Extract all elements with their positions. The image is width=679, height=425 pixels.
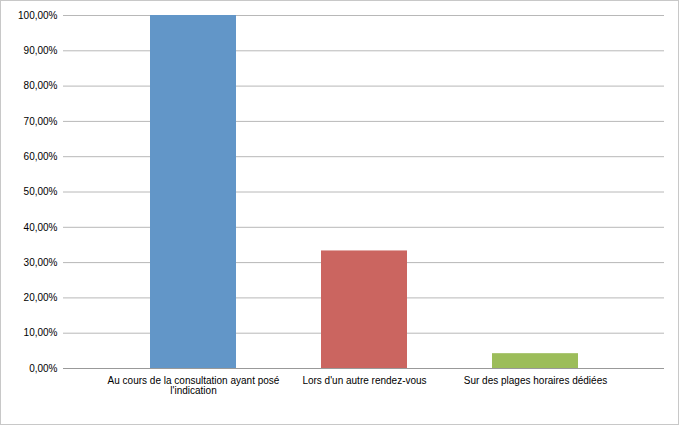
- svg-text:100,00%: 100,00%: [18, 10, 58, 21]
- svg-text:80,00%: 80,00%: [24, 80, 58, 91]
- svg-text:20,00%: 20,00%: [24, 292, 58, 303]
- svg-text:Au cours de la consultation ay: Au cours de la consultation ayant posél'…: [108, 375, 280, 396]
- svg-text:90,00%: 90,00%: [24, 45, 58, 56]
- svg-text:40,00%: 40,00%: [24, 222, 58, 233]
- svg-text:50,00%: 50,00%: [24, 186, 58, 197]
- svg-text:0,00%: 0,00%: [29, 363, 57, 374]
- svg-text:Lors d'un autre rendez-vous: Lors d'un autre rendez-vous: [302, 375, 426, 386]
- svg-text:60,00%: 60,00%: [24, 151, 58, 162]
- svg-text:30,00%: 30,00%: [24, 257, 58, 268]
- svg-text:70,00%: 70,00%: [24, 116, 58, 127]
- svg-text:10,00%: 10,00%: [24, 327, 58, 338]
- svg-text:Sur des plages horaires dédiée: Sur des plages horaires dédiées: [464, 375, 607, 386]
